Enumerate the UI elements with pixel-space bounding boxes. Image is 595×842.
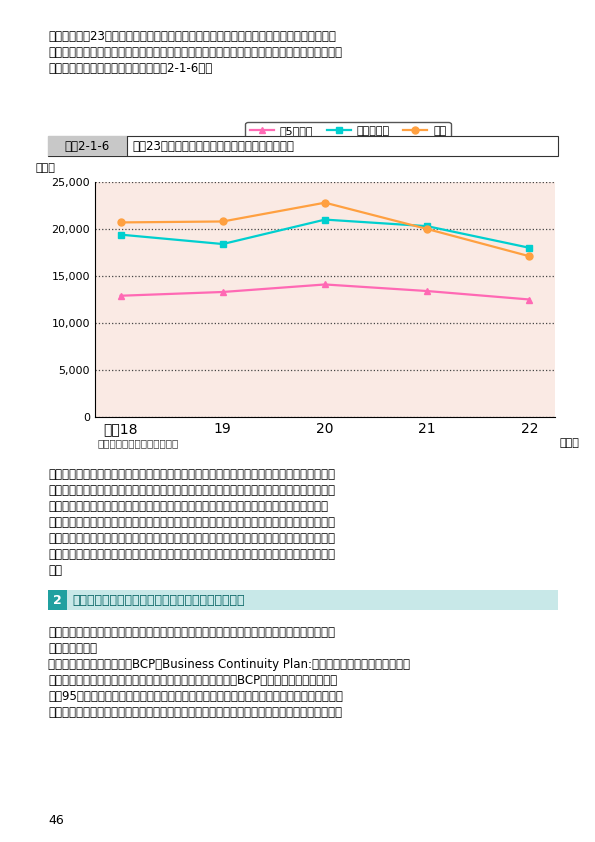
Line: 築１～４年: 築１～４年 bbox=[117, 216, 533, 251]
Text: 築浅物件への選好がみてとれる（図表2-1-6）。: 築浅物件への選好がみてとれる（図表2-1-6）。 bbox=[48, 62, 212, 75]
築１～４年 bbox=[526, 242, 533, 253]
Text: その際、特に最近では東日本大震災の影響もあり、安全・安心や環境に対するニーズが高: その際、特に最近では東日本大震災の影響もあり、安全・安心や環境に対するニーズが高 bbox=[48, 516, 335, 529]
Text: び築１～４年）の物件と築古（築５年以上）の物件の賃料に大きな開きがあり、テナント側の: び築１～４年）の物件と築古（築５年以上）の物件の賃料に大きな開きがあり、テナント… bbox=[48, 46, 342, 59]
Text: 東京23区のオフィスビルの築年数別平均募集賃料: 東京23区のオフィスビルの築年数別平均募集賃料 bbox=[132, 140, 294, 152]
新築 bbox=[219, 216, 226, 226]
Text: まっており、不動産の安全性や環境性能を向上させることによってその価値を向上させるこ: まっており、不動産の安全性や環境性能を向上させることによってその価値を向上させる… bbox=[48, 532, 335, 545]
Text: 図表2-1-6: 図表2-1-6 bbox=[65, 140, 110, 152]
築5年以上 bbox=[526, 295, 533, 305]
築１～４年 bbox=[321, 215, 328, 225]
Text: れており、企業へのアンケート調査によれば、震災以前からBCPを策定していた企業は全: れており、企業へのアンケート調査によれば、震災以前からBCPを策定していた企業は… bbox=[48, 674, 337, 687]
Text: また、東京23区のオフィスビルの築年数と平均募集賃料の関係をみると、築浅（新築及: また、東京23区のオフィスビルの築年数と平均募集賃料の関係をみると、築浅（新築及 bbox=[48, 30, 336, 43]
Text: 2: 2 bbox=[54, 594, 62, 606]
築5年以上 bbox=[424, 286, 431, 296]
Legend: 築5年以上, 築１～４年, 新築: 築5年以上, 築１～４年, 新築 bbox=[245, 122, 451, 141]
築5年以上 bbox=[117, 290, 124, 301]
築１～４年 bbox=[219, 239, 226, 249]
Text: 高まっている。: 高まっている。 bbox=[48, 642, 97, 655]
Line: 新築: 新築 bbox=[117, 200, 533, 259]
新築 bbox=[117, 217, 124, 227]
Text: こうした変化は、企業のBCP（Business Continuity Plan:事業継続計画）の策定状況に現: こうした変化は、企業のBCP（Business Continuity Plan:… bbox=[48, 658, 410, 671]
Bar bbox=[48, 590, 67, 610]
Text: 場において評価されず、有効活用されずに残されていることは、良質なストック形成へ向け: 場において評価されず、有効活用されずに残されていることは、良質なストック形成へ向… bbox=[48, 484, 335, 497]
Text: 以上のように、建築の時期が古く、適切な維持管理がなされずに老朽化した不動産が、市: 以上のように、建築の時期が古く、適切な維持管理がなされずに老朽化した不動産が、市 bbox=[48, 468, 335, 481]
Line: 築5年以上: 築5年以上 bbox=[117, 281, 533, 303]
Text: 安全・安心面での不動産の価値向上に対するニーズ: 安全・安心面での不動産の価値向上に対するニーズ bbox=[73, 594, 245, 606]
Text: （年）: （年） bbox=[560, 438, 580, 448]
築5年以上 bbox=[321, 280, 328, 290]
築5年以上 bbox=[219, 287, 226, 297]
Bar bbox=[48, 136, 127, 156]
新築 bbox=[321, 198, 328, 208]
築１～４年 bbox=[424, 221, 431, 232]
Text: 46: 46 bbox=[48, 814, 64, 827]
新築 bbox=[424, 224, 431, 234]
Text: 今後策定する予定がある（策定中含む）」と答えた企業を加えると全体の半数を超えており、: 今後策定する予定がある（策定中含む）」と答えた企業を加えると全体の半数を超えてお… bbox=[48, 706, 342, 719]
Text: 体の95％に過ぎなかったが、「東日本大震災後に策定した」あるいは「策定していないが、: 体の95％に過ぎなかったが、「東日本大震災後に策定した」あるいは「策定していない… bbox=[48, 690, 343, 703]
Text: 資料：シービーアールイー㈱: 資料：シービーアールイー㈱ bbox=[97, 438, 178, 448]
Text: る。: る。 bbox=[48, 564, 62, 577]
Text: （円）: （円） bbox=[35, 163, 55, 173]
Text: 東日本大震災の発生を契機として、不動産の分野においても安全・安心に対するニーズが: 東日本大震災の発生を契機として、不動産の分野においても安全・安心に対するニーズが bbox=[48, 626, 335, 639]
Text: とが求められていることから、以下では、こうしたニーズについて詳しくみていくこととす: とが求められていることから、以下では、こうしたニーズについて詳しくみていくことと… bbox=[48, 548, 335, 561]
築１～４年 bbox=[117, 230, 124, 240]
Text: て大きな課題となっており、こうした不動産の価値向上を図っていくことが急務である。: て大きな課題となっており、こうした不動産の価値向上を図っていくことが急務である。 bbox=[48, 500, 328, 513]
新築 bbox=[526, 251, 533, 261]
